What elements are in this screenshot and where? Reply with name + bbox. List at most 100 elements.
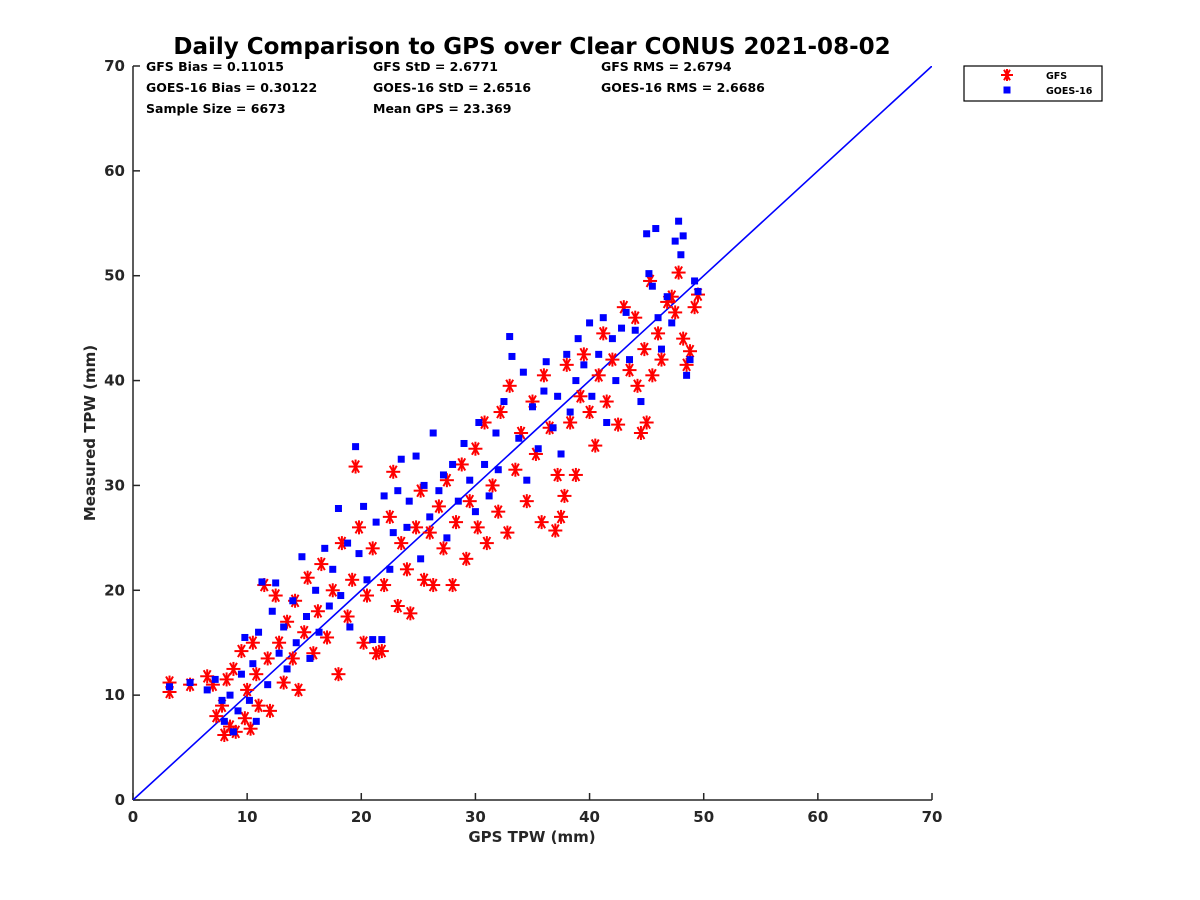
x-tick-label: 50 xyxy=(693,808,714,826)
goes-16-point xyxy=(485,492,493,500)
gfs-point xyxy=(445,578,460,593)
goes-16-point xyxy=(346,623,354,631)
gfs-point xyxy=(352,520,367,535)
goes-16-point xyxy=(506,333,514,341)
gfs-point xyxy=(240,682,255,697)
gfs-point xyxy=(622,363,637,378)
gfs-point xyxy=(479,536,494,551)
x-tick-label: 30 xyxy=(465,808,486,826)
gfs-point xyxy=(633,426,648,440)
goes-16-point xyxy=(586,319,594,327)
gfs-point xyxy=(630,378,645,393)
chart-title: Daily Comparison to GPS over Clear CONUS… xyxy=(173,34,890,60)
goes-16-point xyxy=(454,497,462,505)
gfs-point xyxy=(226,661,241,676)
gfs-point xyxy=(557,488,572,503)
gfs-point xyxy=(548,523,563,538)
goes-16-point xyxy=(237,670,245,678)
gfs-point xyxy=(251,698,266,713)
gfs-point xyxy=(310,604,325,619)
gfs-point xyxy=(219,672,234,687)
goes-16-point xyxy=(241,633,249,641)
goes-16-point xyxy=(378,636,386,644)
goes-16-point xyxy=(540,387,548,395)
goes-16-point xyxy=(519,368,527,376)
gfs-point xyxy=(576,347,591,362)
gfs-point xyxy=(493,405,508,420)
gfs-point xyxy=(651,326,666,341)
goes-16-point xyxy=(315,628,323,636)
goes-16-point xyxy=(534,445,542,453)
reference-line xyxy=(133,66,932,800)
gfs-point xyxy=(671,265,686,280)
gfs-point xyxy=(356,635,371,650)
goes-16-point xyxy=(429,429,437,437)
goes-16-point xyxy=(386,565,394,573)
gfs-point xyxy=(291,682,306,697)
goes-16-point xyxy=(360,502,368,510)
gfs-point xyxy=(550,467,565,482)
gfs-point xyxy=(485,478,500,493)
gfs-point xyxy=(468,441,483,456)
gfs-point xyxy=(534,515,549,530)
goes-16-point xyxy=(369,636,377,644)
gfs-point xyxy=(431,499,446,514)
goes-16-point xyxy=(344,539,352,547)
goes-16-point xyxy=(588,392,596,400)
gfs-point xyxy=(422,525,437,540)
goes-16-point xyxy=(515,434,523,442)
gfs-point xyxy=(599,394,614,409)
goes-16-point xyxy=(679,232,687,240)
goes-16-point xyxy=(595,350,603,358)
gfs-point xyxy=(426,578,441,593)
gfs-point xyxy=(272,635,287,650)
gfs-point xyxy=(417,572,432,587)
goes-16-point xyxy=(508,352,516,360)
stat-text: GOES-16 StD = 2.6516 xyxy=(373,80,531,95)
goes-16-point xyxy=(325,602,333,610)
goes-16-point xyxy=(298,553,306,561)
y-tick-label: 30 xyxy=(104,476,125,494)
goes-16-point xyxy=(529,403,536,411)
series-gfs xyxy=(162,265,706,742)
goes-16-point xyxy=(403,523,411,531)
goes-16-point xyxy=(542,358,550,366)
gfs-point xyxy=(645,368,660,383)
gfs-point xyxy=(462,494,477,509)
legend-goes-16-symbol xyxy=(1003,86,1011,94)
goes-16-point xyxy=(220,717,228,725)
gfs-point xyxy=(676,331,691,346)
goes-16-point xyxy=(292,639,300,647)
x-tick-label: 10 xyxy=(237,808,258,826)
y-tick-label: 50 xyxy=(104,267,125,285)
gfs-point xyxy=(260,651,275,666)
goes-16-point xyxy=(306,654,314,662)
goes-16-point xyxy=(686,356,694,364)
y-tick-label: 70 xyxy=(104,57,125,75)
goes-16-point xyxy=(337,592,345,600)
goes-16-point xyxy=(654,314,662,322)
stat-text: GOES-16 Bias = 0.30122 xyxy=(146,80,317,95)
goes-16-point xyxy=(397,455,405,463)
gfs-point xyxy=(382,509,397,524)
gfs-point xyxy=(459,551,474,566)
goes-16-point xyxy=(637,398,645,406)
goes-16-point xyxy=(494,466,502,474)
goes-16-point xyxy=(268,607,276,615)
legend-box xyxy=(963,65,1103,102)
goes-16-point xyxy=(554,392,562,400)
gfs-point xyxy=(654,352,669,367)
goes-16-point xyxy=(389,529,397,537)
gfs-point xyxy=(314,557,329,572)
goes-16-point xyxy=(580,361,588,369)
goes-16-point xyxy=(352,443,360,451)
goes-16-point xyxy=(572,377,580,385)
goes-16-point xyxy=(229,728,237,736)
goes-16-point xyxy=(557,450,565,458)
goes-16-point xyxy=(426,513,434,521)
gfs-point xyxy=(325,583,340,598)
goes-16-point xyxy=(671,237,679,245)
gfs-point xyxy=(390,599,405,614)
goes-16-point xyxy=(626,356,634,364)
legend: GFS GOES-16 xyxy=(963,65,1103,102)
